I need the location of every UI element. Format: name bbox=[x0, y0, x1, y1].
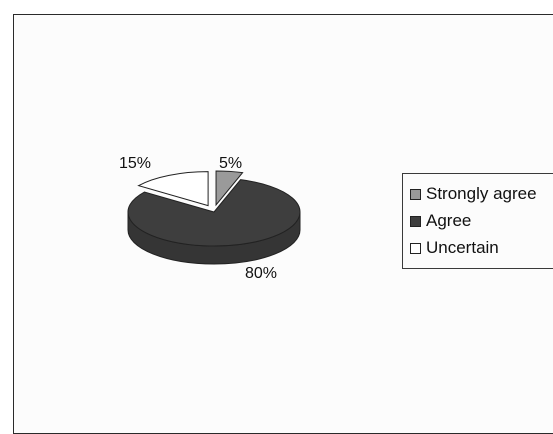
legend-swatch-agree bbox=[410, 215, 421, 227]
pie-slice-agree bbox=[127, 179, 301, 247]
legend: Strongly agree Agree Uncertain bbox=[402, 173, 553, 269]
data-label-agree: 80% bbox=[245, 265, 277, 282]
pie-chart: 5% 80% 15% bbox=[119, 155, 301, 282]
legend-swatch-strongly-agree bbox=[410, 188, 421, 200]
pie-slice-uncertain bbox=[137, 171, 209, 207]
legend-label: Strongly agree bbox=[426, 184, 537, 203]
legend-label: Uncertain bbox=[426, 238, 499, 257]
pie-slice-strongly-agree bbox=[215, 170, 244, 207]
data-label-uncertain: 15% bbox=[119, 155, 151, 172]
legend-item-strongly-agree: Strongly agree bbox=[410, 181, 553, 207]
legend-swatch-uncertain bbox=[410, 242, 421, 254]
legend-item-agree: Agree bbox=[410, 208, 553, 234]
legend-label: Agree bbox=[426, 211, 472, 230]
legend-item-uncertain: Uncertain bbox=[410, 235, 553, 261]
data-label-strongly-agree: 5% bbox=[219, 155, 242, 172]
